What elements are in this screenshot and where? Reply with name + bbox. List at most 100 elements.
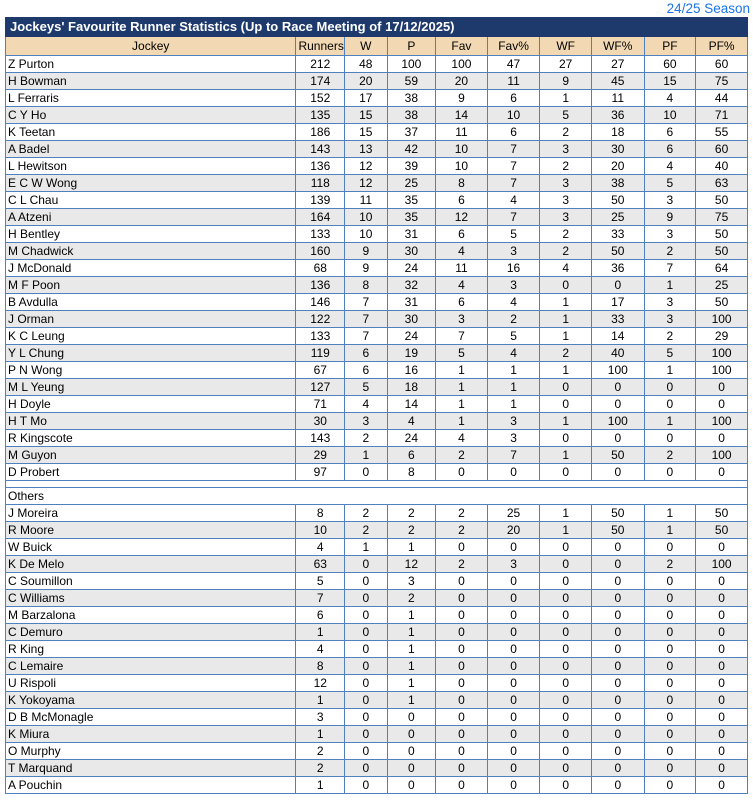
table-row: H Bowman 174 20 59 20 11 9 45 15 75 [4,72,748,90]
stat-cell: 64 [695,259,748,277]
stat-cell: 1 [486,378,541,396]
stat-cell: 2 [539,225,592,243]
stat-cell: 0 [386,725,437,743]
stat-cell: 31 [386,225,437,243]
jockey-name-cell: H Doyle [4,395,297,413]
stat-cell: 0 [695,463,748,481]
table-row: D B McMonagle 3 0 0 0 0 0 0 0 0 [4,708,748,726]
stat-cell: 2 [386,504,437,522]
stat-cell: 0 [539,555,592,573]
stat-cell: 0 [344,657,388,675]
stat-cell: 1 [386,691,437,709]
stat-cell: 0 [486,725,541,743]
jockey-name-cell: O Murphy [4,742,297,760]
stat-cell: 0 [539,657,592,675]
stat-cell: 0 [643,742,697,760]
jockey-name-cell: J McDonald [4,259,297,277]
table-row: O Murphy 2 0 0 0 0 0 0 0 0 [4,742,748,760]
table-row: W Buick 4 1 1 0 0 0 0 0 0 [4,538,748,556]
stat-cell: 7 [486,208,541,226]
stat-cell: 0 [344,640,388,658]
stat-cell: 1 [295,725,346,743]
stat-cell: 12 [344,174,388,192]
stat-cell: 1 [386,606,437,624]
stat-cell: 0 [539,640,592,658]
stat-cell: 0 [590,725,645,743]
stat-cell: 0 [486,623,541,641]
stat-cell: 27 [539,55,592,73]
column-header: Runners [295,36,346,56]
table-row: P N Wong 67 6 16 1 1 1 100 1 100 [4,361,748,379]
stat-cell: 8 [295,504,346,522]
table-row: A Atzeni 164 10 35 12 7 3 25 9 75 [4,208,748,226]
stat-cell: 0 [695,572,748,590]
stat-cell: 0 [643,623,697,641]
stat-cell: 2 [643,446,697,464]
stat-cell: 67 [295,361,346,379]
stat-cell: 1 [386,538,437,556]
table-title: Jockeys' Favourite Runner Statistics (Up… [5,17,748,37]
stat-cell: 0 [539,674,592,692]
table-row: E C W Wong 118 12 25 8 7 3 38 5 63 [4,174,748,192]
stat-cell: 0 [539,742,592,760]
stat-cell: 3 [539,191,592,209]
stat-cell: 0 [486,759,541,777]
stat-cell: 2 [643,242,697,260]
jockey-name-cell: J Moreira [4,504,297,522]
stat-cell: 71 [695,106,748,124]
table-row: H Doyle 71 4 14 1 1 0 0 0 0 [4,395,748,413]
stat-cell: 118 [295,174,346,192]
stat-cell: 1 [539,446,592,464]
stat-cell: 1 [386,674,437,692]
stat-cell: 0 [643,538,697,556]
jockey-name-cell: K De Melo [4,555,297,573]
stat-cell: 0 [435,657,488,675]
column-header: PF [643,36,697,56]
table-row: L Ferraris 152 17 38 9 6 1 11 4 44 [4,89,748,107]
stat-cell: 0 [539,725,592,743]
stat-cell: 1 [435,412,488,430]
jockey-name-cell: H T Mo [4,412,297,430]
stat-cell: 139 [295,191,346,209]
stat-cell: 0 [386,776,437,794]
stat-cell: 0 [539,572,592,590]
stat-cell: 6 [643,140,697,158]
stat-cell: 7 [344,293,388,311]
stat-cell: 2 [539,157,592,175]
stat-cell: 0 [435,589,488,607]
stat-cell: 0 [435,572,488,590]
stat-cell: 3 [344,412,388,430]
stat-cell: 10 [344,225,388,243]
stat-cell: 4 [295,538,346,556]
stat-cell: 0 [643,674,697,692]
jockey-name-cell: R King [4,640,297,658]
table-row: K C Leung 133 7 24 7 5 1 14 2 29 [4,327,748,345]
others-section-header-row: Others [5,487,748,505]
stat-cell: 0 [435,691,488,709]
stat-cell: 30 [295,412,346,430]
stat-cell: 8 [435,174,488,192]
stat-cell: 4 [486,293,541,311]
stat-cell: 0 [695,674,748,692]
jockey-name-cell: C Lemaire [4,657,297,675]
stat-cell: 0 [486,708,541,726]
stat-cell: 1 [539,310,592,328]
stat-cell: 0 [435,538,488,556]
stat-cell: 17 [344,89,388,107]
stat-cell: 15 [344,123,388,141]
stat-cell: 100 [695,555,748,573]
stat-cell: 50 [590,521,645,539]
stat-cell: 5 [643,344,697,362]
stat-cell: 59 [386,72,437,90]
stat-cell: 164 [295,208,346,226]
stat-cell: 10 [344,208,388,226]
table-row: K De Melo 63 0 12 2 3 0 0 2 100 [4,555,748,573]
stat-cell: 1 [344,538,388,556]
jockey-name-cell: K Yokoyama [4,691,297,709]
stat-cell: 36 [590,106,645,124]
stat-cell: 5 [539,106,592,124]
stat-cell: 48 [344,55,388,73]
stat-cell: 1 [435,378,488,396]
season-link[interactable]: 24/25 Season [666,1,750,16]
stat-cell: 0 [539,429,592,447]
